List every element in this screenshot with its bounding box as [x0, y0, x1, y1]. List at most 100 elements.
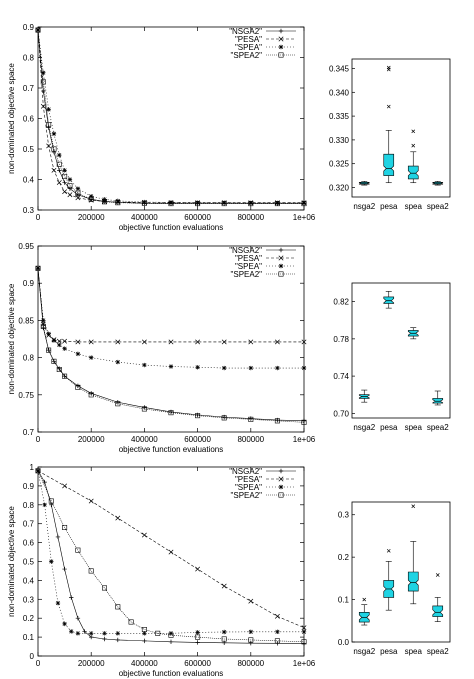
data-point	[35, 27, 41, 33]
box-spea	[407, 129, 419, 184]
x-tick-label: 600000	[184, 435, 211, 444]
outlier	[386, 104, 391, 109]
data-point	[51, 338, 57, 343]
box-body	[407, 571, 419, 592]
y-tick-label: 0.0	[338, 638, 350, 647]
x-tick-label: 400000	[131, 435, 158, 444]
data-point	[89, 355, 94, 360]
series-line	[37, 268, 305, 423]
data-point	[75, 631, 81, 636]
data-point	[55, 600, 61, 606]
legend-marker	[278, 52, 284, 58]
data-point	[75, 384, 81, 390]
data-point	[301, 641, 307, 646]
data-point	[40, 79, 46, 85]
legend-label: "NSGA2"	[229, 467, 262, 476]
box-body	[407, 165, 419, 180]
data-point	[51, 131, 57, 136]
data-point	[168, 339, 174, 345]
y-tick-label: 0.6	[23, 115, 35, 124]
data-point	[69, 595, 74, 600]
legend-marker	[278, 44, 284, 50]
legend-marker	[278, 476, 284, 482]
data-point	[62, 374, 67, 379]
data-point	[301, 629, 307, 635]
data-point	[142, 199, 147, 205]
data-point	[141, 627, 147, 633]
data-point	[301, 201, 307, 207]
box-nsga2	[358, 389, 370, 403]
data-point	[275, 629, 280, 635]
y-tick-label: 0.9	[23, 23, 35, 32]
legend-label: "SPEA2"	[231, 491, 263, 500]
series-line	[37, 470, 305, 643]
outlier	[435, 573, 440, 577]
legend: "NSGA2""PESA""SPEA""SPEA2"	[229, 246, 296, 279]
plot-frame	[351, 501, 451, 643]
data-point	[142, 405, 147, 410]
legend-marker	[278, 36, 284, 42]
data-point	[46, 143, 52, 149]
data-point	[75, 339, 81, 345]
legend-label: "NSGA2"	[229, 246, 262, 255]
data-point	[248, 365, 253, 371]
data-point	[62, 373, 68, 379]
plot-frame	[37, 466, 305, 657]
box-body	[432, 398, 444, 404]
data-point	[248, 201, 254, 207]
box-body	[383, 153, 395, 176]
data-point	[301, 365, 307, 371]
data-point	[168, 632, 174, 638]
data-point	[195, 365, 200, 370]
data-point	[275, 365, 280, 371]
data-point	[275, 200, 280, 206]
y-tick-label: 0.2	[338, 553, 350, 562]
data-point	[115, 401, 121, 407]
data-point	[62, 189, 68, 195]
data-point	[75, 195, 81, 201]
series-star	[35, 266, 307, 371]
x-category-label: spea2	[427, 647, 449, 656]
data-point	[46, 107, 51, 112]
plot-frame	[351, 58, 451, 198]
box-body	[383, 296, 395, 304]
data-point	[55, 534, 61, 540]
y-tick-label: 0.5	[23, 145, 35, 154]
x-axis-label: objective function evaluations	[119, 445, 224, 454]
y-axis-label: non-dominated objective space	[7, 283, 16, 394]
box-pesa	[383, 65, 395, 184]
x-category-label: nsga2	[353, 423, 375, 432]
series-plus	[35, 27, 307, 206]
data-point	[46, 331, 51, 336]
legend-marker	[278, 484, 284, 490]
x-category-label: spea	[405, 423, 423, 432]
data-point	[62, 621, 67, 627]
data-point	[168, 639, 174, 645]
data-point	[195, 630, 200, 635]
y-tick-label: 0.9	[23, 482, 35, 491]
y-tick-label: 0.95	[18, 242, 34, 251]
data-point	[41, 88, 46, 94]
y-tick-label: 0.7	[23, 84, 35, 93]
data-point	[221, 201, 227, 207]
data-point	[46, 347, 52, 353]
box-pesa	[383, 291, 395, 309]
y-axis-label: non-dominated objective space	[7, 63, 16, 174]
x-tick-label: 0	[36, 435, 41, 444]
data-point	[40, 103, 46, 109]
y-tick-label: 0.9	[23, 279, 35, 288]
series-cross	[35, 27, 307, 206]
series-square	[35, 468, 307, 645]
y-tick-label: 0.82	[333, 298, 349, 307]
x-tick-label: 0	[36, 659, 41, 668]
data-point	[62, 483, 68, 489]
series-line	[37, 470, 305, 628]
data-point	[51, 146, 57, 152]
y-tick-label: 0.1	[23, 633, 35, 642]
legend-label: "SPEA"	[235, 483, 262, 492]
data-point	[42, 502, 47, 507]
data-point	[88, 339, 94, 345]
data-point	[75, 547, 81, 553]
x-category-label: pesa	[380, 647, 398, 656]
data-point	[168, 631, 174, 636]
